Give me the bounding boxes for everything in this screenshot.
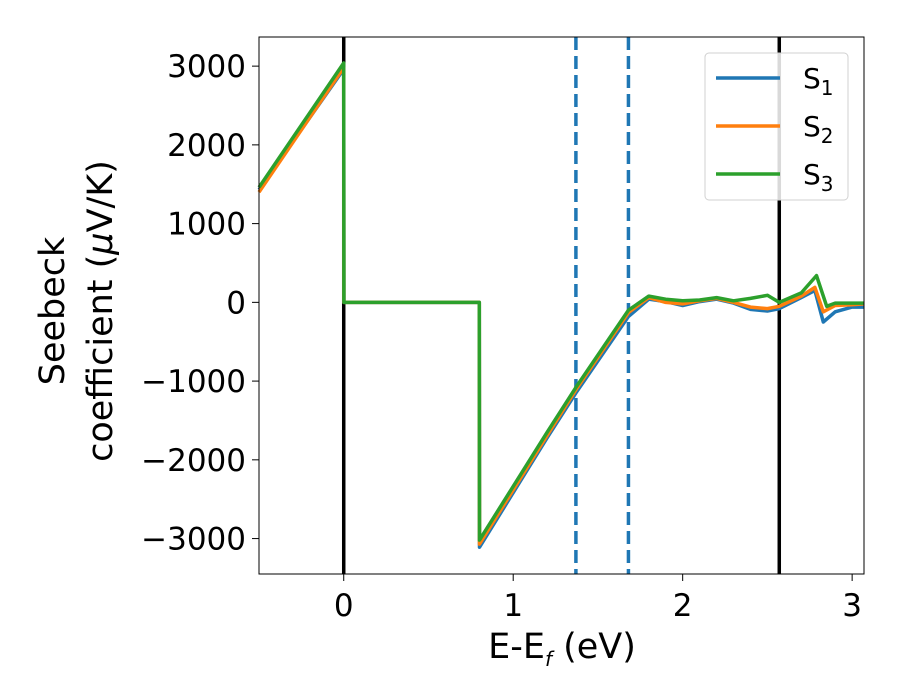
y-axis-title: Seebeck coefficient (μV/K) [33, 160, 121, 462]
x-axis-title-base: E-E [488, 627, 545, 667]
y-axis-title-mu: μ [81, 232, 121, 255]
y-axis-title-line1: Seebeck [33, 236, 73, 385]
y-tick-label: 0 [226, 285, 246, 321]
series-line-s3 [257, 61, 864, 542]
y-tick-label: −3000 [141, 522, 246, 558]
y-tick-label: −1000 [141, 364, 246, 400]
plot-frame [258, 36, 865, 575]
x-axis-title-unit: (eV) [552, 627, 636, 667]
y-tick-label: 2000 [167, 128, 246, 164]
y-axis-title-post: V/K) [81, 160, 121, 232]
x-tick-label: 0 [334, 588, 354, 624]
legend-label-s2: S2 [803, 110, 834, 148]
x-tick-label: 3 [842, 588, 862, 624]
x-tick-label: 1 [503, 588, 523, 624]
y-tick-label: 1000 [167, 207, 246, 243]
x-axis-title-sub: f [545, 647, 555, 671]
y-tick-label: −2000 [141, 443, 246, 479]
legend-label-s3: S3 [803, 158, 834, 196]
y-tick-label: 3000 [167, 49, 246, 85]
y-axis-title-pre: coefficient ( [81, 255, 121, 462]
legend: S1 S2 S3 [704, 52, 849, 201]
x-axis-title: E-Ef (eV) [488, 627, 636, 671]
x-tick-label: 2 [673, 588, 693, 624]
legend-label-s1: S1 [803, 62, 834, 100]
y-axis-title-line2: coefficient (μV/K) [81, 160, 121, 462]
